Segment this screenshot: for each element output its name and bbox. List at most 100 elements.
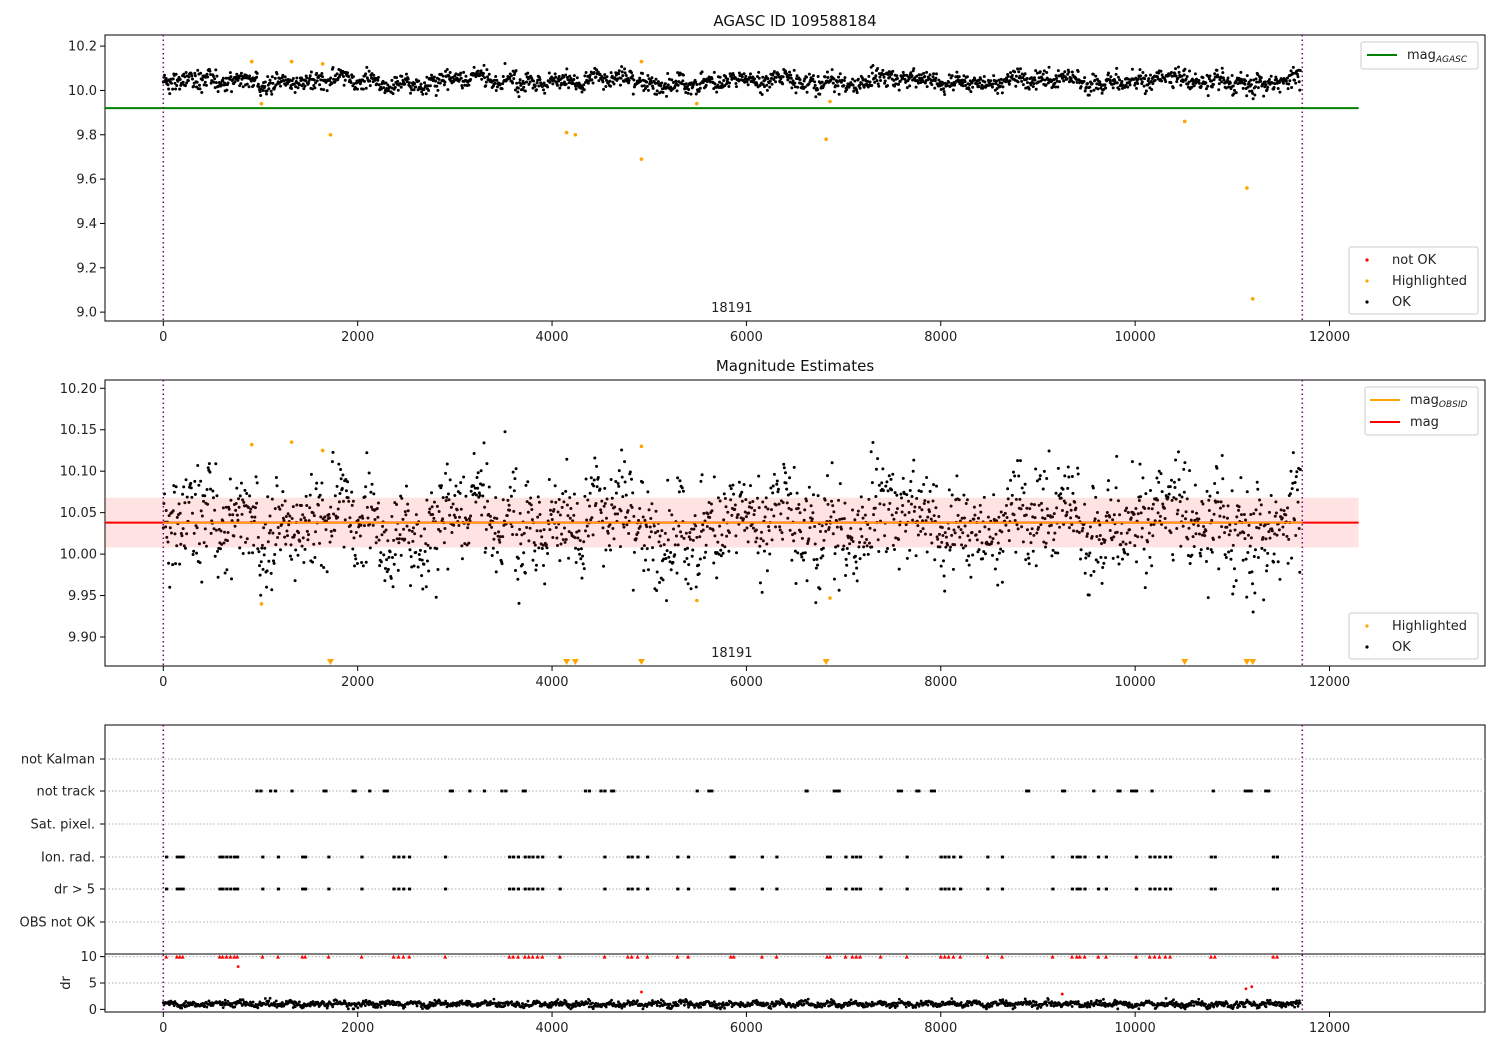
estimates-highlighted-point [250,443,254,447]
estimates-ok-point [1291,487,1294,490]
estimates-ok-point [691,548,694,551]
estimates-ok-point [1233,567,1236,570]
estimates-ok-point [305,495,308,498]
estimates-ok-point [393,563,396,566]
estimates-ok-point [732,493,735,496]
below-range-marker [1249,659,1256,665]
agasc-ok-point [804,86,807,89]
estimates-ok-point [1158,470,1161,473]
estimates-ok-point [517,557,520,560]
estimates-ok-point [476,476,479,479]
agasc-ok-point [1131,68,1134,71]
agasc-ok-point [519,78,522,81]
estimates-ok-point [513,477,516,480]
agasc-ok-point [735,85,738,88]
estimates-ok-point [331,451,334,454]
dr-ok-point [222,1006,225,1009]
estimates-ok-point [455,484,458,487]
estimates-ok-point [345,489,348,492]
estimates-ok-point [630,478,633,481]
estimates-ok-point [558,559,561,562]
agasc-ok-point [565,83,568,86]
estimates-ok-point [430,491,433,494]
agasc-ok-point [625,74,628,77]
agasc-ok-point [200,91,203,94]
estimates-ok-point [1292,451,1295,454]
estimates-ok-point [1014,551,1017,554]
agasc-ok-point [788,71,791,74]
agasc-ok-point [790,77,793,80]
estimates-ok-point [195,552,198,555]
estimates-ok-point [1208,495,1211,498]
agasc-ok-point [270,90,273,93]
agasc-ok-point [1252,97,1255,100]
agasc-ok-point [655,78,658,81]
estimates-ok-point [258,564,261,567]
agasc-ok-point [1232,84,1235,87]
agasc-ok-point [824,75,827,78]
estimates-ok-point [354,557,357,560]
agasc-ok-point [1179,84,1182,87]
estimates-ok-point [1088,593,1091,596]
flag-marker [844,856,847,859]
agasc-ok-point [890,73,893,76]
estimates-ok-point [629,471,632,474]
flag-marker [165,856,168,859]
agasc-ok-point [256,72,259,75]
agasc-ok-point [845,88,848,91]
agasc-ok-point [372,74,375,77]
flag-marker [536,856,539,859]
flag-marker [1130,790,1133,793]
dr-ok-point [403,1005,406,1008]
estimates-ok-point [1035,564,1038,567]
estimates-ok-point [257,550,260,553]
agasc-ok-point [346,71,349,74]
agasc-ok-point [526,72,529,75]
estimates-ok-point [842,548,845,551]
agasc-ok-point [405,73,408,76]
estimates-ok-point [885,480,888,483]
estimates-ok-point [740,491,743,494]
agasc-ok-point [1264,83,1267,86]
estimates-ok-point [671,561,674,564]
estimates-ok-point [265,586,268,589]
agasc-ok-point [535,88,538,91]
estimates-ok-point [334,494,337,497]
agasc-ok-point [1116,81,1119,84]
flag-marker [1210,856,1213,859]
estimates-ok-point [757,475,760,478]
estimates-ok-point [1076,467,1079,470]
estimates-ok-point [419,549,422,552]
agasc-ok-point [1067,71,1070,74]
agasc-x-tick-label: 8000 [924,330,957,345]
agasc-ok-point [1117,76,1120,79]
estimates-ok-point [943,574,946,577]
estimates-ok-point [908,549,911,552]
estimates-ok-point [926,551,929,554]
agasc-ok-point [206,73,209,76]
agasc-ok-point [929,73,932,76]
agasc-ok-point [575,88,578,91]
agasc-ok-point [276,72,279,75]
estimates-ok-point [1039,474,1042,477]
estimates-ok-point [577,548,580,551]
agasc-ok-point [259,94,262,97]
estimates-ok-point [902,477,905,480]
estimates-ok-point [409,584,412,587]
estimates-ok-point [1217,567,1220,570]
estimates-ok-point [413,564,416,567]
agasc-ok-point [368,70,371,73]
estimates-ok-point [701,473,704,476]
agasc-ok-point [743,72,746,75]
estimates-ok-point [365,561,368,564]
estimates-ok-point [863,553,866,556]
agasc-ok-point [1056,85,1059,88]
estimates-ok-point [623,460,626,463]
estimates-data-marks: 18191 [105,380,1359,666]
estimates-x-tick-label: 8000 [924,675,957,690]
flag-marker [233,856,236,859]
agasc-highlighted-point [574,133,578,137]
agasc-ok-point [1009,71,1012,74]
agasc-ok-point [660,82,663,85]
agasc-ok-point [1016,67,1019,70]
